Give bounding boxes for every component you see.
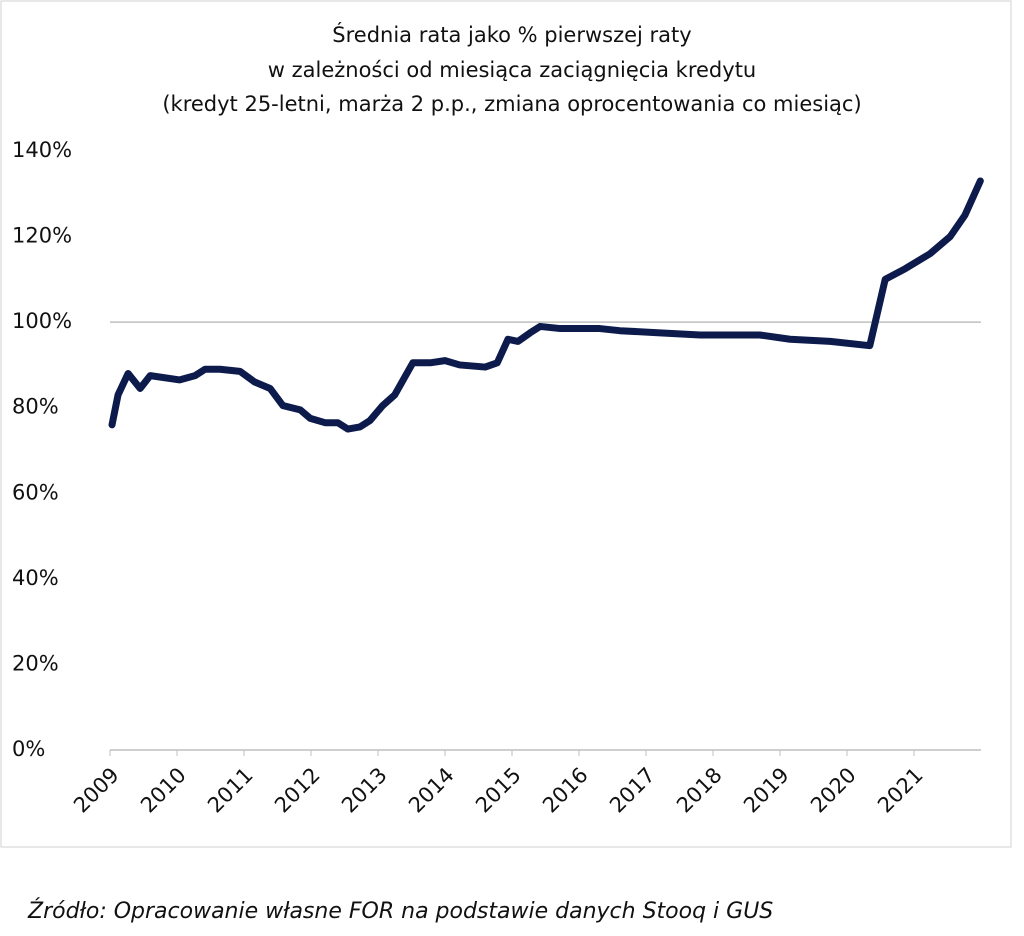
y-tick-label: 120%	[12, 224, 72, 248]
x-tick-label: 2021	[873, 763, 928, 818]
x-tick-label: 2011	[203, 763, 258, 818]
chart-title: Średnia rata jako % pierwszej raty	[332, 22, 691, 47]
y-tick-label: 140%	[12, 138, 72, 162]
line-series	[108, 177, 984, 433]
x-tick-label: 2020	[806, 763, 861, 818]
y-tick-label: 40%	[12, 566, 59, 590]
chart-title: w zależności od miesiąca zaciągnięcia kr…	[268, 58, 757, 82]
x-tick-label: 2013	[337, 763, 392, 818]
x-tick-label: 2015	[471, 763, 526, 818]
x-tick-label: 2017	[605, 763, 660, 818]
x-tick-label: 2016	[538, 763, 593, 818]
y-tick-label: 0%	[12, 737, 45, 761]
y-tick-label: 80%	[12, 395, 59, 419]
chart-frame	[0, 0, 1012, 848]
x-tick-label: 2019	[739, 763, 794, 818]
x-tick-label: 2018	[672, 763, 727, 818]
y-tick-label: 60%	[12, 480, 59, 504]
y-tick-label: 20%	[12, 651, 59, 675]
chart-subtitle: (kredyt 25-letni, marża 2 p.p., zmiana o…	[162, 92, 861, 116]
x-tick-label: 2012	[270, 763, 325, 818]
source-note: Źródło: Opracowanie własne FOR na podsta…	[27, 898, 773, 924]
y-tick-label: 100%	[12, 309, 72, 333]
x-tick-label: 2009	[69, 763, 124, 818]
x-tick-label: 2014	[404, 763, 459, 818]
x-tick-label: 2010	[136, 763, 191, 818]
